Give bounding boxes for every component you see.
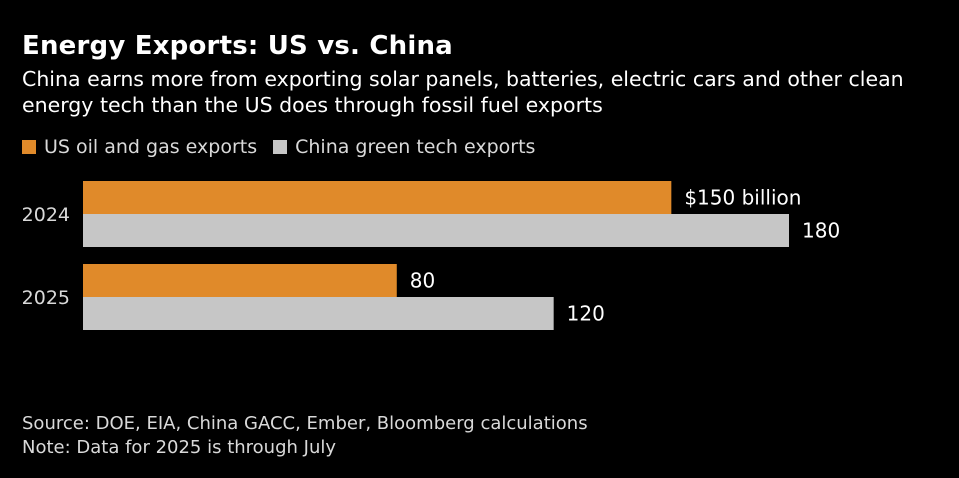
- bar-us-2024: [83, 181, 672, 214]
- bar-us-2025: [83, 264, 397, 297]
- legend: US oil and gas exports China green tech …: [22, 136, 551, 158]
- data-label-us-2024: $150 billion: [684, 186, 801, 210]
- legend-item-china: China green tech exports: [273, 136, 535, 158]
- bar-china-2024: [83, 214, 789, 247]
- data-label-china-2024: 180: [802, 219, 840, 243]
- chart-title: Energy Exports: US vs. China: [22, 31, 453, 61]
- source-note: Source: DOE, EIA, China GACC, Ember, Blo…: [22, 413, 588, 434]
- chart-subtitle: China earns more from exporting solar pa…: [22, 67, 904, 117]
- legend-swatch-us: [22, 140, 36, 154]
- legend-label-us: US oil and gas exports: [44, 136, 258, 158]
- legend-item-us: US oil and gas exports: [22, 136, 257, 158]
- category-label-2024: 2024: [22, 204, 70, 226]
- data-label-china-2025: 120: [567, 302, 605, 326]
- data-note: Note: Data for 2025 is through July: [22, 437, 337, 458]
- footer: Source: DOE, EIA, China GACC, Ember, Blo…: [22, 412, 588, 460]
- category-label-2025: 2025: [22, 287, 70, 309]
- data-label-us-2025: 80: [410, 269, 435, 293]
- bar-china-2025: [83, 297, 554, 330]
- legend-swatch-china: [273, 140, 288, 154]
- legend-label-china: China green tech exports: [295, 136, 536, 158]
